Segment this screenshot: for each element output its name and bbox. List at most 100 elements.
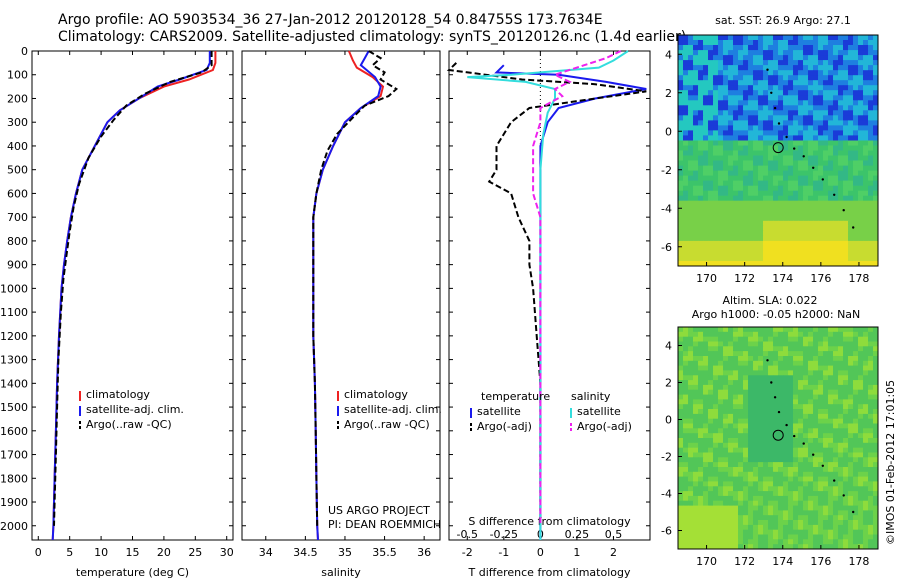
map-cell (873, 380, 879, 386)
map-cell (858, 180, 864, 187)
map-cell (708, 150, 714, 156)
map-y-tick-label: -2 (661, 164, 672, 177)
map-cell (718, 409, 724, 415)
map-cell (858, 495, 864, 502)
map-cell (793, 409, 799, 415)
map-cell (818, 85, 824, 91)
map-cell (838, 256, 844, 262)
map-cell (768, 235, 774, 242)
map-cell (783, 389, 789, 395)
map-cell (858, 160, 864, 166)
map-cell (843, 423, 849, 429)
map-cell (753, 240, 759, 247)
map-cell (783, 428, 789, 434)
y-tick-label: 400 (7, 140, 28, 153)
map-cell (683, 90, 689, 96)
map-cell (708, 467, 714, 473)
map-cell (828, 200, 834, 207)
map-cell (748, 135, 754, 141)
map-cell (708, 423, 714, 429)
map-cell (838, 165, 844, 172)
map-cell (728, 370, 734, 376)
map-cell (873, 365, 879, 371)
map-cell (848, 110, 854, 116)
map-cell (793, 215, 799, 222)
map-cell (798, 524, 804, 531)
map-cell (788, 195, 794, 202)
map-cell (753, 341, 759, 347)
map-cell (708, 60, 714, 66)
map-cell (718, 120, 724, 126)
map-cell (758, 539, 764, 545)
map-cell (778, 404, 784, 410)
map-cell (798, 394, 804, 400)
map-cell (693, 100, 699, 106)
map-cell (768, 110, 774, 116)
map-cell (803, 105, 809, 111)
map-cell (743, 336, 749, 342)
map-cell (868, 409, 874, 415)
map-cell (833, 200, 839, 207)
coastline-dot (812, 453, 815, 456)
map-cell (718, 205, 724, 212)
map-cell (723, 360, 729, 367)
map-cell (808, 351, 814, 357)
map-cell (723, 476, 729, 482)
map-cell (698, 495, 704, 502)
map-cell (773, 256, 779, 262)
map-cell (783, 539, 789, 545)
map-cell (693, 341, 699, 347)
map-cell (693, 404, 699, 410)
map-cell (773, 150, 779, 156)
map-cell (728, 365, 734, 371)
map-cell (818, 175, 824, 182)
map-cell (783, 423, 789, 429)
map-cell (718, 336, 724, 342)
map-cell (728, 60, 734, 66)
map-cell (873, 90, 879, 96)
map-cell (793, 418, 799, 424)
map-cell (858, 40, 864, 46)
map-cell (698, 409, 704, 415)
map-cell (813, 145, 819, 151)
map-cell (868, 481, 874, 487)
map-cell (808, 150, 814, 156)
map-cell (803, 418, 809, 424)
map-cell (833, 100, 839, 106)
map-cell (853, 510, 859, 516)
map-cell (828, 491, 834, 497)
map-cell (713, 170, 719, 177)
map-cell (733, 150, 739, 156)
map-cell (738, 418, 744, 424)
map-cell (683, 384, 689, 391)
map-cell (773, 544, 779, 550)
map-cell (743, 409, 749, 415)
map-cell (763, 135, 769, 141)
map-cell (703, 185, 709, 192)
map-cell (748, 105, 754, 111)
map-cell (778, 539, 784, 545)
map-cell (858, 80, 864, 86)
map-cell (728, 423, 734, 429)
map-cell (778, 529, 784, 535)
map-cell (723, 510, 729, 516)
map-cell (683, 190, 689, 197)
map-cell (768, 70, 774, 76)
map-cell (793, 250, 799, 257)
map-cell (828, 80, 834, 86)
map-cell (708, 515, 714, 521)
map-cell (773, 235, 779, 242)
map-cell (813, 85, 819, 91)
map-cell (708, 457, 714, 463)
map-cell (858, 200, 864, 207)
map-cell (693, 447, 699, 453)
map-cell (833, 539, 839, 545)
map-cell (748, 486, 754, 492)
map-cell (753, 491, 759, 497)
map-cell (763, 130, 769, 136)
map-cell (863, 534, 869, 540)
map-cell (828, 140, 834, 146)
map-cell (728, 215, 734, 222)
map-cell (828, 384, 834, 391)
map-cell (738, 60, 744, 66)
